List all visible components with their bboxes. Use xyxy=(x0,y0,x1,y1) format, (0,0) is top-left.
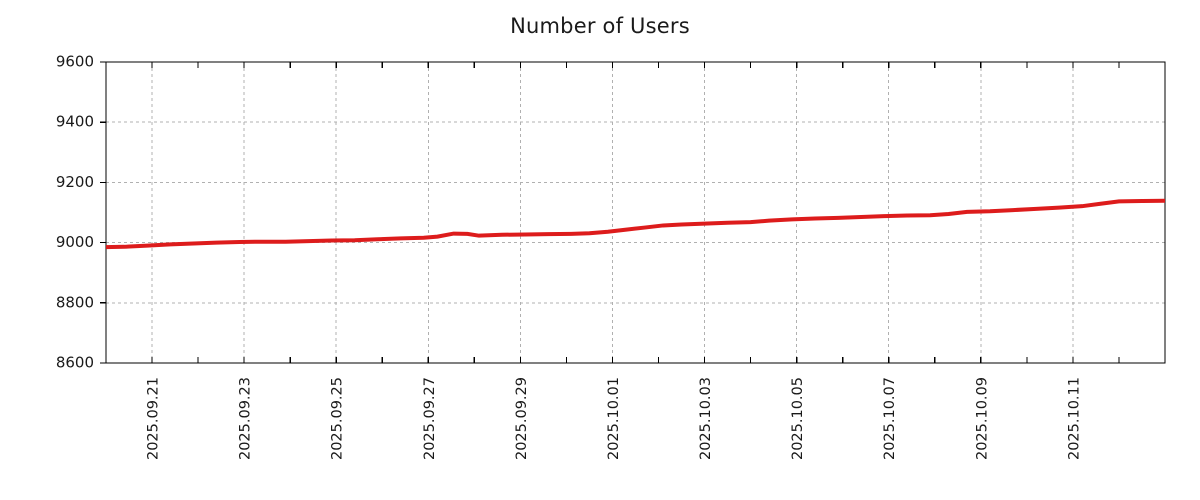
x-tick-label: 2025.09.23 xyxy=(238,377,254,460)
y-axis-tick-labels: 8600 8800 9000 9200 9400 9600 xyxy=(56,53,94,372)
y-tick-label: 8600 xyxy=(56,354,94,372)
plot-area-frame xyxy=(105,61,1166,364)
chart-title: Number of Users xyxy=(510,14,690,38)
y-tick-label: 9000 xyxy=(56,233,94,251)
x-tick-label: 2025.10.03 xyxy=(698,377,714,460)
x-tick-label: 2025.10.11 xyxy=(1066,377,1082,460)
x-tick-label: 2025.10.07 xyxy=(882,377,898,460)
x-axis-ticks xyxy=(151,62,1120,363)
x-tick-label: 2025.09.25 xyxy=(330,377,346,460)
x-tick-label: 2025.10.09 xyxy=(974,377,990,460)
x-tick-label: 2025.10.05 xyxy=(790,377,806,460)
series-line-number-of-users xyxy=(105,198,1166,250)
y-gridlines xyxy=(106,121,1165,304)
x-tick-label: 2025.09.29 xyxy=(514,377,530,460)
x-tick-label: 2025.10.01 xyxy=(606,377,622,460)
x-gridlines xyxy=(151,62,1074,363)
y-axis-ticks xyxy=(100,61,106,364)
y-tick-label: 9600 xyxy=(56,53,94,71)
series-group xyxy=(105,198,1166,250)
x-tick-label: 2025.09.21 xyxy=(146,377,162,460)
y-tick-label: 9200 xyxy=(56,173,94,191)
y-tick-label: 8800 xyxy=(56,293,94,311)
x-axis-tick-labels: 2025.09.21 2025.09.23 2025.09.25 2025.09.27… xyxy=(146,377,1083,460)
y-tick-label: 9400 xyxy=(56,113,94,131)
x-tick-label: 2025.09.27 xyxy=(422,377,438,460)
